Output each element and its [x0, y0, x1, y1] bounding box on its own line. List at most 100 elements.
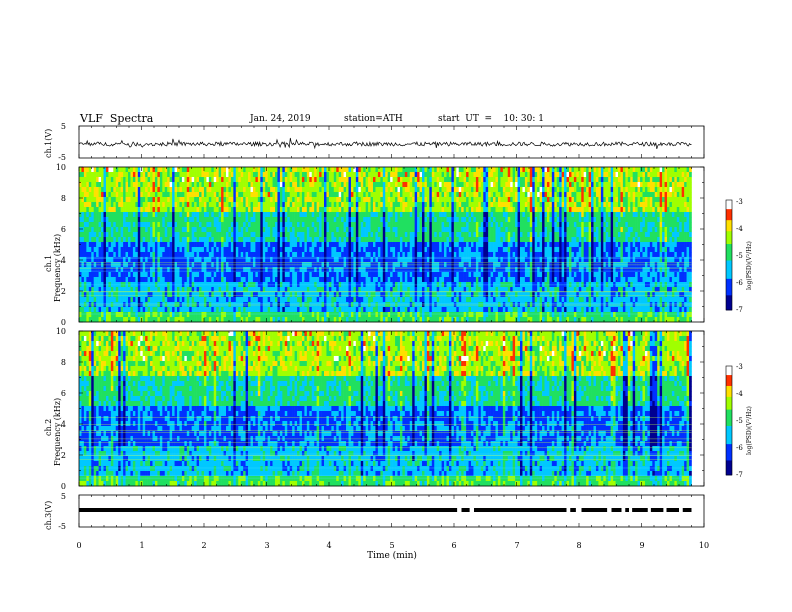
spectrogram-cell: [285, 242, 288, 247]
spectrogram-cell: [302, 172, 305, 177]
spectrogram-cell: [96, 232, 99, 237]
spectrogram-cell: [153, 202, 156, 207]
spectrogram-cell: [395, 212, 398, 217]
spectrogram-cell: [314, 192, 317, 197]
spectrogram-cell: [532, 217, 535, 222]
spectrogram-cell: [290, 217, 293, 222]
spectrogram-cell: [454, 247, 457, 252]
spectrogram-cell: [285, 192, 288, 197]
spectrogram-cell: [304, 257, 307, 262]
spectrogram-cell: [496, 172, 499, 177]
spectrogram-cell: [537, 207, 540, 212]
spectrogram-cell: [645, 177, 648, 182]
spectrogram-cell: [608, 187, 611, 192]
spectrogram-cell: [483, 257, 486, 262]
spectrogram-cell: [665, 232, 668, 237]
spectrogram-cell: [645, 237, 648, 242]
spectrogram-cell: [282, 212, 285, 217]
spectrogram-cell: [326, 222, 329, 227]
spectrogram-cell: [488, 172, 491, 177]
spectrogram-cell: [581, 192, 584, 197]
spectrogram-cell: [148, 192, 151, 197]
spectrogram-cell: [611, 252, 614, 257]
spectrogram-cell: [402, 247, 405, 252]
spectrogram-cell: [94, 247, 97, 252]
spectrogram-cell: [243, 187, 246, 192]
spectrogram-cell: [422, 232, 425, 237]
spectrogram-cell: [645, 247, 648, 252]
spectrogram-cell: [290, 177, 293, 182]
spectrogram-cell: [669, 172, 672, 177]
spectrogram-cell: [647, 237, 650, 242]
spectrogram-cell: [432, 227, 435, 232]
spectrogram-cell: [687, 252, 690, 257]
spectrogram-cell: [111, 192, 114, 197]
spectrogram-cell: [569, 167, 572, 172]
spectrogram-cell: [228, 182, 231, 187]
spectrogram-cell: [133, 207, 136, 212]
spectrogram-cell: [522, 177, 525, 182]
spectrogram-cell: [378, 242, 381, 247]
spectrogram-cell: [657, 197, 660, 202]
spectrogram-cell: [175, 192, 178, 197]
spectrogram-cell: [89, 192, 92, 197]
spectrogram-cell: [104, 177, 107, 182]
spectrogram-cell: [341, 222, 344, 227]
spectrogram-cell: [547, 187, 550, 192]
spectrogram-cell: [336, 257, 339, 262]
spectrogram-cell: [420, 172, 423, 177]
spectrogram-cell: [476, 202, 479, 207]
spectrogram-cell: [412, 247, 415, 252]
spectrogram-cell: [483, 182, 486, 187]
spectrogram-cell: [643, 202, 646, 207]
spectrogram-cell: [677, 232, 680, 237]
spectrogram-cell: [336, 212, 339, 217]
spectrogram-cell: [564, 212, 567, 217]
spectrogram-cell: [285, 227, 288, 232]
spectrogram-cell: [505, 182, 508, 187]
spectrogram-cell: [547, 237, 550, 242]
spectrogram-cell: [104, 202, 107, 207]
spectrogram-cell: [312, 182, 315, 187]
spectrogram-cell: [564, 257, 567, 262]
spectrogram-cell: [89, 177, 92, 182]
spectrogram-cell: [211, 167, 214, 172]
spectrogram-cell: [187, 212, 190, 217]
spectrogram-cell: [640, 212, 643, 217]
spectrogram-cell: [574, 212, 577, 217]
spectrogram-cell: [287, 207, 290, 212]
spectrogram-cell: [395, 227, 398, 232]
spectrogram-cell: [231, 217, 234, 222]
spectrogram-cell: [224, 217, 227, 222]
spectrogram-cell: [324, 242, 327, 247]
spectrogram-cell: [270, 172, 273, 177]
spectrogram-cell: [618, 237, 621, 242]
spectrogram-cell: [216, 242, 219, 247]
spectrogram-cell: [307, 217, 310, 222]
spectrogram-cell: [549, 242, 552, 247]
spectrogram-cell: [620, 237, 623, 242]
spectrogram-cell: [79, 227, 82, 232]
spectrogram-cell: [260, 247, 263, 252]
spectrogram-cell: [464, 242, 467, 247]
spectrogram-cell: [121, 182, 124, 187]
spectrogram-cell: [542, 197, 545, 202]
spectrogram-cell: [341, 232, 344, 237]
spectrogram-cell: [603, 242, 606, 247]
spectrogram-cell: [657, 252, 660, 257]
spectrogram-cell: [498, 237, 501, 242]
spectrogram-cell: [540, 182, 543, 187]
spectrogram-cell: [133, 187, 136, 192]
spectrogram-cell: [371, 167, 374, 172]
spectrogram-cell: [486, 177, 489, 182]
spectrogram-cell: [464, 237, 467, 242]
spectrogram-cell: [263, 232, 266, 237]
spectrogram-cell: [513, 207, 516, 212]
spectrogram-cell: [589, 197, 592, 202]
spectrogram-cell: [233, 247, 236, 252]
spectrogram-cell: [295, 192, 298, 197]
spectrogram-cell: [444, 207, 447, 212]
spectrogram-cell: [652, 192, 655, 197]
spectrogram-cell: [155, 257, 158, 262]
spectrogram-cell: [165, 252, 168, 257]
